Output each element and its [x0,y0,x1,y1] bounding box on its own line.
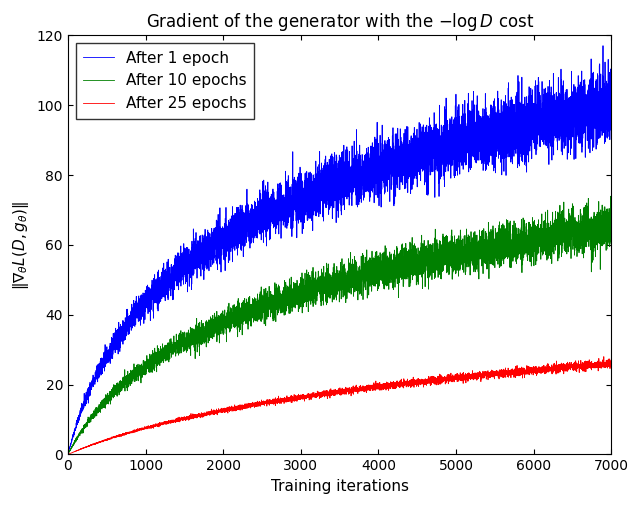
Line: After 10 epochs: After 10 epochs [68,196,611,454]
After 1 epoch [93,372,100,378]
After 25 epochs [600,354,607,360]
After 10 epochs [280,307,288,313]
After 10 epochs [432,258,440,264]
After 25 epochs [64,451,72,458]
Title: Gradient of the generator with the $-\log D$ cost: Gradient of the generator with the $-\lo… [145,11,534,33]
After 25 epochs [269,399,277,405]
After 1 epoch [327,180,335,186]
After 25 epochs [93,440,100,446]
After 1 epoch [599,43,607,49]
After 25 epochs [280,395,288,401]
After 1 epoch [280,218,288,224]
After 10 epochs [207,324,214,330]
After 25 epochs [432,377,440,383]
After 10 epochs [607,193,614,199]
After 25 epochs [207,410,214,416]
After 10 epochs [93,410,100,416]
After 25 epochs [327,388,335,394]
Line: After 1 epoch: After 1 epoch [68,46,611,454]
After 1 epoch [432,131,440,137]
Legend: After 1 epoch, After 10 epochs, After 25 epochs: After 1 epoch, After 10 epochs, After 25… [76,43,254,119]
After 1 epoch [64,451,72,457]
X-axis label: Training iterations: Training iterations [271,479,409,494]
After 1 epoch [607,95,615,102]
After 10 epochs [269,318,277,324]
Y-axis label: $\|\nabla_\theta L(D, g_\theta)\|$: $\|\nabla_\theta L(D, g_\theta)\|$ [11,200,31,289]
After 10 epochs [64,451,72,458]
After 1 epoch [207,242,214,248]
After 1 epoch [269,218,277,224]
After 10 epochs [327,282,335,288]
Line: After 25 epochs: After 25 epochs [68,357,611,454]
After 10 epochs [607,242,615,248]
After 25 epochs [607,363,615,369]
